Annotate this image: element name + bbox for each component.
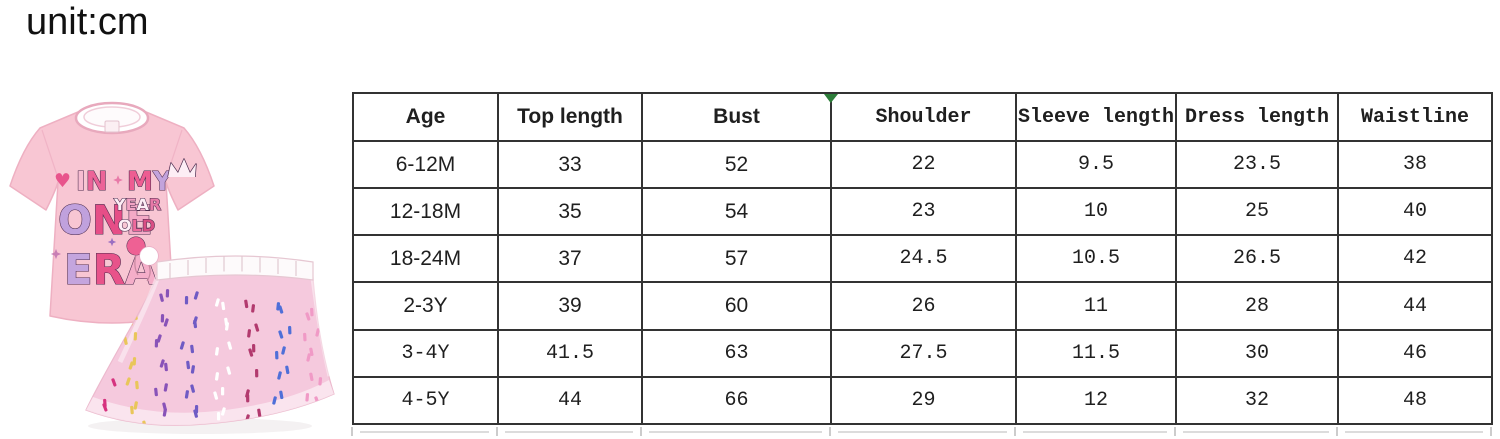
cell-top-length: 39 [497,281,643,331]
print-year: YEAR [113,195,161,214]
cell-age: 6-12M [352,139,499,190]
cell-top-length: 33 [497,139,643,190]
col-header-shoulder: Shoulder [830,92,1017,142]
cell-bust: 60 [641,281,832,331]
cell-waistline: 48 [1337,375,1493,426]
cell-bust: 63 [641,328,832,378]
cell-shoulder: 26 [830,281,1017,331]
balloons-icon [126,236,159,282]
print-one: ONE [58,198,153,244]
cell-waistline: 40 [1337,187,1493,237]
cell-dress-length: 30 [1175,328,1339,378]
cell-bust: 52 [641,139,832,190]
collar-tag [104,120,120,133]
col-header-age: Age [352,92,499,142]
cell-dress-length: 25 [1175,187,1339,237]
excel-comment-marker-icon [824,94,838,103]
cell-dress-length: 23.5 [1175,139,1339,190]
cell-sleeve-length: 10.5 [1015,234,1177,284]
cell-sleeve-length: 11.5 [1015,328,1177,378]
product-illustration: ♥ IN MY ONE YEAR OLD ERA [9,101,335,434]
size-row-4-5y: 4-5Y 44 66 29 12 32 48 [352,375,1493,426]
crown-doodle-icon [167,158,197,178]
col-header-top-length: Top length [497,92,643,142]
cell-sleeve-length: 10 [1015,187,1177,237]
cell-bust: 57 [641,234,832,284]
cell-age: 18-24M [352,234,499,284]
unit-label: unit:cm [26,1,149,43]
print-in: IN [76,167,107,197]
cell-shoulder: 22 [830,139,1017,190]
cell-age: 2-3Y [352,281,499,331]
cell-shoulder: 27.5 [830,328,1017,378]
col-header-bust: Bust [641,92,832,142]
shirt-print: ♥ IN MY ONE YEAR OLD ERA [50,158,197,295]
col-header-waistline: Waistline [1337,92,1493,142]
print-old: OLD [118,216,155,235]
cell-waistline: 44 [1337,281,1493,331]
cell-top-length: 41.5 [497,328,643,378]
cell-sleeve-length: 11 [1015,281,1177,331]
cell-sleeve-length: 9.5 [1015,139,1177,190]
cell-age: 3-4Y [352,328,499,378]
cell-sleeve-length: 12 [1015,375,1177,426]
cell-dress-length: 28 [1175,281,1339,331]
col-header-sleeve-length: Sleeve length [1015,92,1177,142]
cell-age: 12-18M [352,187,499,237]
cell-top-length: 37 [497,234,643,284]
size-row-12-18m: 12-18M 35 54 23 10 25 40 [352,187,1493,237]
cell-dress-length: 26.5 [1175,234,1339,284]
cell-shoulder: 29 [830,375,1017,426]
cell-bust: 54 [641,187,832,237]
cell-age: 4-5Y [352,375,499,426]
cell-waistline: 38 [1337,139,1493,190]
print-heart: ♥ [54,170,71,192]
col-header-dress-length: Dress length [1175,92,1339,142]
cell-dress-length: 32 [1175,375,1339,426]
cell-top-length: 44 [497,375,643,426]
cell-bust: 66 [641,375,832,426]
cell-waistline: 42 [1337,234,1493,284]
size-chart-table: Age Top length Bust Shoulder Sleeve leng… [352,92,1493,426]
size-row-3-4y: 3-4Y 41.5 63 27.5 11.5 30 46 [352,328,1493,378]
print-my: MY [127,167,173,197]
size-row-18-24m: 18-24M 37 57 24.5 10.5 26.5 42 [352,234,1493,284]
cell-shoulder: 24.5 [830,234,1017,284]
waistband [156,255,314,281]
cell-waistline: 46 [1337,328,1493,378]
size-row-6-12m: 6-12M 33 52 22 9.5 23.5 38 [352,139,1493,190]
size-row-2-3y: 2-3Y 39 60 26 11 28 44 [352,281,1493,331]
cell-shoulder: 23 [830,187,1017,237]
product-image: ♥ IN MY ONE YEAR OLD ERA [0,84,352,439]
header-row: Age Top length Bust Shoulder Sleeve leng… [352,92,1493,142]
cell-top-length: 35 [497,187,643,237]
